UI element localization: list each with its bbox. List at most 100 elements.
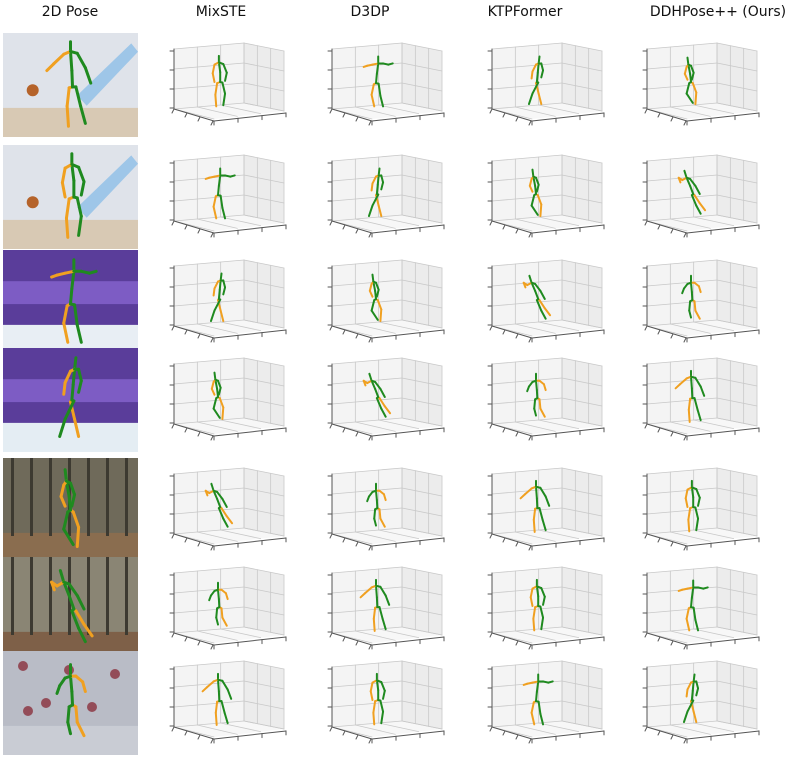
grid-line [401,377,443,387]
grid-line [514,421,556,432]
grid-line [401,62,443,72]
grid-line [331,319,403,327]
figure-row [3,458,760,562]
axis-line [491,632,533,646]
pose-3d-plot [487,259,605,343]
bone [532,617,536,632]
bone [378,397,386,408]
bone [687,63,692,75]
tick [329,423,333,429]
bone [77,367,83,383]
grid-line [491,299,563,307]
grid-line [401,299,443,309]
bone [535,176,540,186]
bone [213,298,222,312]
photo-stripe [77,43,138,106]
grid-line [243,279,285,289]
bone [372,280,377,292]
grid-line [538,419,580,430]
grid-line [716,377,758,387]
bone [375,584,378,599]
tick [355,228,359,234]
axis-line [686,224,760,234]
tick [489,108,493,114]
grid-line [716,507,758,517]
bone [694,618,700,632]
bone [380,681,386,692]
tick [184,636,188,642]
grid-line [354,218,396,229]
bone [532,175,537,187]
pose-3d-plot [169,154,287,238]
bone [697,285,702,294]
bone [380,407,387,418]
tick [210,120,214,126]
figure-row [3,33,760,137]
bone [75,196,83,218]
back-pane [647,468,717,534]
pose-3d-skeleton [362,55,394,108]
bone [376,299,383,311]
pose-3d-skeleton [519,479,551,533]
side-pane [562,468,602,536]
grid-line [378,321,420,332]
grid-line [561,527,603,537]
tick [171,325,175,331]
grid-line [646,319,718,327]
bone [685,82,691,95]
side-pane [402,43,442,111]
render-blob [87,702,97,712]
back-pane [492,260,562,326]
axis-line [646,726,688,740]
bone [685,92,694,104]
bone [536,194,543,206]
tree-trunk [87,557,90,635]
bone [209,309,216,323]
bone [379,517,386,528]
bone [372,617,376,632]
bone [219,309,225,323]
grid-line [196,630,238,641]
grid-line [173,586,245,594]
bone [689,184,695,195]
bone [45,62,56,73]
bone [380,181,385,191]
side-pane [402,468,442,536]
side-pane [717,358,757,426]
bone [62,527,75,547]
grid-line [514,630,556,641]
back-pane [647,567,717,633]
bone [677,588,684,592]
bone [204,176,211,180]
pose-3d-plot [487,357,605,441]
tick [683,337,687,343]
bone [214,93,218,108]
grid-line [331,299,403,307]
grid-line [173,660,245,668]
back-pane [492,43,562,109]
bone [697,496,701,507]
bone [217,184,220,197]
tick [489,533,493,539]
grid-line [646,566,718,574]
side-pane [402,661,442,729]
side-pane [562,43,602,111]
grid-line [716,194,758,204]
bone [371,273,375,283]
bone [370,182,374,192]
tick [670,734,674,740]
grid-line [646,62,718,70]
tree-trunk [125,458,128,536]
bone [370,83,375,96]
grid-line [514,106,556,117]
tick [329,533,333,539]
bone [539,712,545,726]
grid-line [220,628,262,639]
bone [59,495,67,508]
bone [530,281,537,292]
grid-line [196,531,238,542]
tick [670,640,674,646]
grid-line [401,606,443,616]
grid-line [401,507,443,517]
tick [515,116,519,122]
